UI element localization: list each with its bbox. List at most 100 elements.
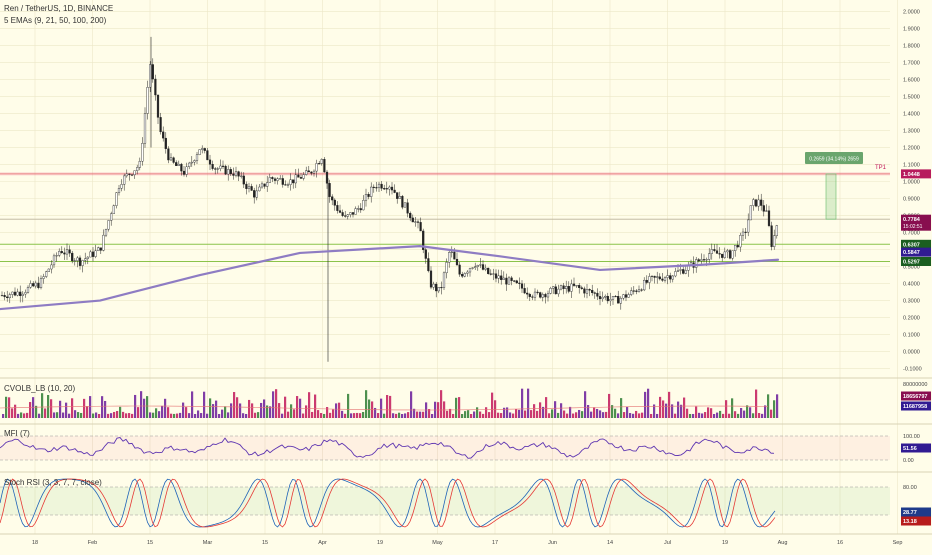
candle-body [34,282,37,287]
volume-bar [365,390,368,418]
candle-body [221,165,225,167]
candle-body [505,277,508,285]
volume-bar [629,413,632,418]
candle-body [476,265,479,267]
volume-bar [404,413,407,418]
volume-bar [482,413,485,418]
volume-bar [689,413,692,418]
stoch-title[interactable]: Stoch RSI (3, 3, 7, 7, close) [4,478,102,487]
candle-body [695,259,698,268]
candle-body [710,249,713,254]
candle-body [99,247,102,251]
volume-bar [104,400,107,418]
volume-bar [692,413,695,418]
candle-body [442,272,446,288]
volume-bar [752,413,755,418]
volume-bar [323,413,326,418]
volume-bar [545,397,548,418]
tag-stoch-d: 13.18 [903,519,917,525]
candle-body [388,186,391,190]
volume-bar [236,397,239,418]
volume-bar [182,402,185,418]
volume-bar [680,404,683,418]
volume-bar [581,411,584,418]
volume-bar [776,394,779,418]
volume-bar [518,409,521,418]
candle-body [588,289,591,291]
candle-body [208,159,212,165]
candle-body [177,163,180,166]
candle-body [406,202,409,214]
candle-body [193,160,196,163]
stoch-k-line [0,478,776,528]
candle-body [276,178,279,181]
ema-200-polyline [0,245,780,311]
candle-body [419,222,422,232]
tag-support-1: 0.6307 [903,242,920,248]
candle-body [385,188,388,190]
candle-body [533,291,537,298]
candle-body [500,275,503,280]
volume-bar [20,412,23,418]
volume-bar [608,393,611,418]
volume-bar [179,412,182,418]
candle-body [671,275,674,280]
volume-bar [302,413,305,418]
price-tick-label: 1.0000 [903,179,920,185]
mfi-title[interactable]: MFI (7) [4,429,30,438]
candle-body [398,196,401,199]
candle-body [336,205,339,211]
candle-body [263,183,266,187]
volume-bar [602,412,605,418]
volume-bar [116,410,119,418]
price-tick-label: 0.3000 [903,299,920,305]
candle-body [390,186,394,191]
candle-body [702,259,706,261]
volume-bar [59,400,62,418]
candle-body [515,280,518,284]
price-tick-label: 1.7000 [903,60,920,66]
candle-body [29,283,32,288]
volume-bar [707,407,710,418]
candle-body [557,288,560,295]
volume-bar [635,410,638,418]
volume-bar [566,413,569,418]
candle-body [739,235,742,248]
ema-legend[interactable]: 5 EMAs (9, 21, 50, 100, 200) [4,16,107,25]
volume-bar [242,413,245,418]
candle-body [593,292,596,294]
candle-body [578,285,581,288]
volume-title[interactable]: CVOLB_LB (10, 20) [4,384,76,393]
candle-body [224,165,227,175]
candle-body [627,294,630,298]
candle-body [661,278,664,281]
volume-bar [521,388,524,418]
measure-tool: 0.2659 (34.14%) 2659 [805,152,863,220]
tag-countdown: 15:02:51 [903,224,923,230]
tag-volume-1-bg [901,391,931,401]
volume-bar [500,413,503,418]
volume-bar [44,408,47,418]
candle-body [52,255,56,266]
tp1-label: TP1 [875,165,887,171]
candle-body [323,159,326,173]
candle-body [713,249,716,251]
candle-body [305,170,308,175]
volume-bar [758,413,761,418]
price-tick-label: 1.8000 [903,43,920,49]
volume-bar [137,407,140,418]
candle-body [260,183,264,188]
volume-bar [764,405,767,418]
candle-body [580,287,583,289]
candle-body [128,173,131,175]
candle-body [141,143,144,162]
candle-body [474,266,477,268]
volume-bar [737,413,740,418]
candle-body [393,189,396,193]
time-tick-label: Aug [778,540,788,546]
candle-body [414,221,417,223]
volume-bar [173,413,176,418]
candle-body [721,253,724,258]
